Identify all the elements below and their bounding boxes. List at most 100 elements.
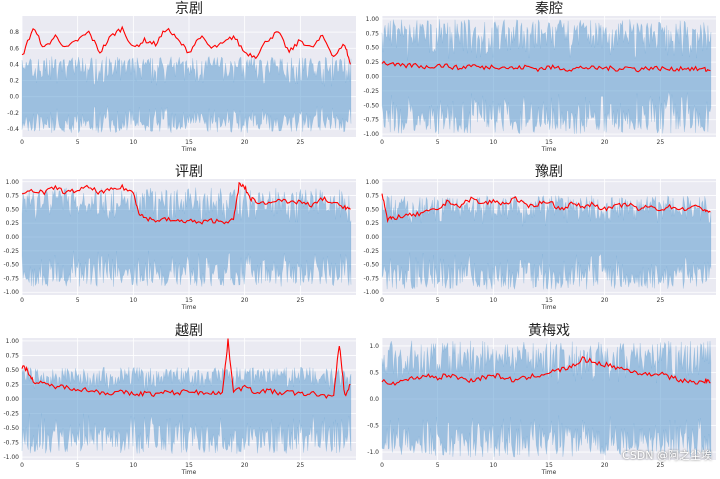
y-tick-label: 0.00: [366, 74, 380, 81]
panel-title: 豫剧: [535, 164, 563, 180]
y-tick-label: 0.6: [9, 45, 19, 52]
y-tick-label: 1.00: [366, 16, 380, 23]
y-tick-label: 0.75: [366, 30, 380, 37]
y-tick-label: 0.00: [366, 234, 380, 241]
panel-title: 秦腔: [535, 1, 563, 17]
panel-1: 0 5 10 15 20 25 -0.4 -0.2 0.0 0.2 0.4 0.6 0.8 京剧 Time: [7, 1, 356, 153]
y-tick-label: 0.25: [366, 220, 380, 227]
x-tick-label: 10: [490, 139, 498, 146]
envelope-series: [21, 338, 351, 400]
y-tick-label: -0.25: [363, 88, 379, 95]
x-tick-label: 15: [545, 462, 553, 469]
x-tick-label: 5: [76, 462, 80, 469]
envelope-series: [381, 356, 711, 386]
waveform-series: [381, 340, 712, 458]
x-tick-label: 0: [20, 462, 24, 469]
x-tick-label: 5: [436, 297, 440, 304]
envelope-series: [21, 25, 351, 65]
y-tick-label: -0.50: [363, 102, 379, 109]
x-axis-label: Time: [181, 469, 197, 476]
y-tick-label: 0.75: [6, 193, 20, 200]
x-tick-label: 10: [130, 462, 138, 469]
waveform-series: [381, 19, 712, 135]
x-tick-label: 20: [601, 297, 609, 304]
waveform-series: [21, 187, 352, 288]
x-tick-label: 0: [380, 139, 384, 146]
y-tick-label: -1.00: [363, 289, 379, 296]
x-tick-label: 15: [185, 462, 193, 469]
y-tick-label: 0.50: [366, 45, 380, 52]
y-tick-label: 0.75: [366, 193, 380, 200]
x-tick-label: 25: [657, 139, 665, 146]
envelope-series: [21, 181, 351, 225]
y-tick-label: 0.2: [9, 78, 19, 85]
waveform-series: [21, 366, 352, 454]
x-axis-label: Time: [541, 304, 557, 311]
x-tick-label: 10: [130, 139, 138, 146]
y-tick-label: 0.8: [9, 29, 19, 36]
panel-5: 0 5 10 15 20 25 -1.00 -0.75 -0.50 -0.25 0.00 0.25 0.…: [3, 323, 356, 476]
x-tick-label: 15: [545, 139, 553, 146]
y-tick-label: 0.50: [6, 367, 20, 374]
x-tick-label: 0: [380, 297, 384, 304]
x-tick-label: 10: [130, 297, 138, 304]
panel-title: 黄梅戏: [528, 322, 570, 339]
y-tick-label: 0.25: [6, 381, 20, 388]
y-tick-label: -0.25: [3, 411, 19, 418]
panel-3: 0 5 10 15 20 25 -1.00 -0.75 -0.50 -0.25 0.00 0.25 0.…: [3, 164, 356, 311]
y-tick-label: -0.75: [363, 117, 379, 124]
y-tick-label: -0.50: [3, 262, 19, 269]
x-tick-label: 5: [436, 139, 440, 146]
y-tick-label: 0.25: [366, 59, 380, 66]
y-tick-label: 0.5: [369, 369, 379, 376]
y-tick-label: -0.50: [363, 262, 379, 269]
y-tick-label: 0.25: [6, 220, 20, 227]
y-tick-label: 0.50: [366, 206, 380, 213]
x-tick-label: 0: [380, 462, 384, 469]
y-tick-label: -0.5: [367, 423, 379, 430]
envelope-series: [381, 60, 711, 73]
y-tick-label: -0.4: [7, 126, 19, 133]
waveform-series: [21, 55, 352, 134]
x-axis-label: Time: [181, 304, 197, 311]
y-tick-label: -1.00: [363, 131, 379, 138]
x-tick-label: 0: [20, 139, 24, 146]
x-tick-label: 10: [490, 462, 498, 469]
x-tick-label: 20: [241, 297, 249, 304]
x-tick-label: 15: [545, 297, 553, 304]
y-tick-label: 0.00: [6, 234, 20, 241]
y-tick-label: 0.0: [9, 94, 19, 101]
y-tick-label: 0.00: [6, 396, 20, 403]
x-tick-label: 25: [657, 462, 665, 469]
panel-6: 0 5 10 15 20 25 -1.0 -0.5 0.0 0.5 1.0 黄梅戏 Time: [367, 322, 716, 476]
x-tick-label: 15: [185, 139, 193, 146]
watermark: CSDN @阿之尘埃: [622, 449, 712, 462]
x-tick-label: 20: [241, 139, 249, 146]
y-tick-label: 1.0: [369, 343, 379, 350]
envelope-series: [381, 193, 711, 224]
y-tick-label: -1.00: [3, 454, 19, 461]
panel-2: 0 5 10 15 20 25 -1.00 -0.75 -0.50 -0.25 0.00 0.25 0.…: [363, 1, 716, 153]
y-tick-label: -1.00: [3, 289, 19, 296]
panel-title: 越剧: [175, 323, 203, 339]
x-tick-label: 20: [241, 462, 249, 469]
x-tick-label: 25: [297, 297, 305, 304]
y-tick-label: -0.75: [3, 275, 19, 282]
y-tick-label: -0.25: [363, 248, 379, 255]
panel-title: 京剧: [175, 1, 203, 17]
waveform-series: [381, 194, 712, 290]
y-tick-label: -0.75: [3, 440, 19, 447]
panel-title: 评剧: [175, 164, 203, 180]
x-tick-label: 20: [601, 139, 609, 146]
y-tick-label: 1.00: [366, 179, 380, 186]
x-tick-label: 0: [20, 297, 24, 304]
x-axis-label: Time: [541, 469, 557, 476]
y-tick-label: 1.00: [6, 338, 20, 345]
y-tick-label: -1.0: [367, 449, 379, 456]
x-tick-label: 25: [657, 297, 665, 304]
y-tick-label: 0.4: [9, 61, 19, 68]
x-tick-label: 25: [297, 139, 305, 146]
x-tick-label: 25: [297, 462, 305, 469]
x-tick-label: 20: [601, 462, 609, 469]
